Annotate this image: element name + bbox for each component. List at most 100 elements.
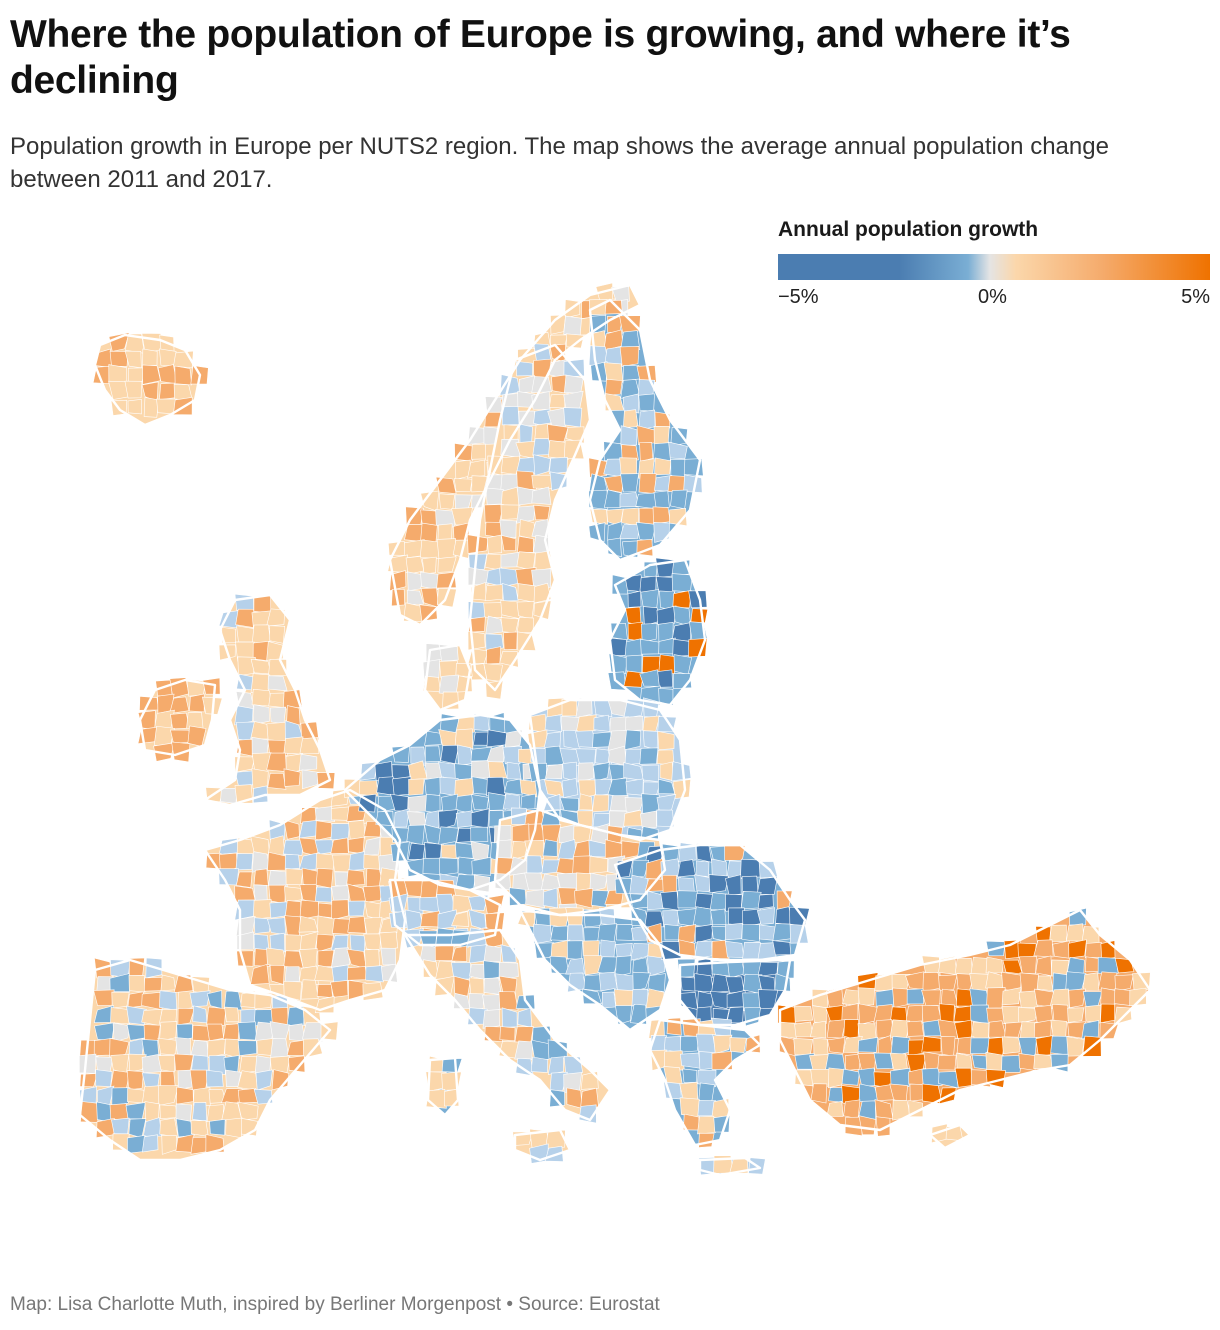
region-norway <box>435 476 457 494</box>
region-poland <box>592 731 612 748</box>
region-baltics <box>672 638 691 657</box>
region-iberia <box>94 1022 115 1042</box>
border-iberia <box>78 958 332 1162</box>
region-sweden <box>531 486 552 505</box>
region-sardinia <box>441 1058 463 1073</box>
region-iberia <box>237 1101 259 1121</box>
region-italy <box>549 1071 568 1092</box>
region-iberia <box>111 1087 131 1106</box>
region-romania <box>631 859 650 878</box>
region-greece <box>698 1132 715 1148</box>
region-italy <box>498 991 519 1011</box>
europe-choropleth-map <box>78 282 1152 1177</box>
region-baltics <box>641 623 658 643</box>
region-poland <box>624 715 644 731</box>
region-poland <box>671 761 692 782</box>
region-balkans <box>600 939 616 960</box>
region-iberia <box>110 1007 131 1025</box>
region-greece <box>713 1034 733 1055</box>
region-iberia <box>205 1134 225 1153</box>
border-norway <box>388 283 642 627</box>
region-finland <box>639 442 654 463</box>
region-france <box>363 933 382 952</box>
region-balkans <box>582 988 602 1004</box>
region-sweden <box>548 440 569 460</box>
region-iberia <box>288 1055 306 1073</box>
region-norway <box>451 507 473 526</box>
region-turkey <box>794 1021 814 1038</box>
region-poland <box>543 793 561 811</box>
region-benelux_de <box>454 728 474 749</box>
region-france <box>235 853 254 871</box>
region-greece <box>682 1068 698 1083</box>
region-france <box>330 980 349 998</box>
region-romania <box>696 860 710 877</box>
region-sweden <box>485 633 504 651</box>
region-iberia <box>112 1022 131 1043</box>
region-poland <box>545 763 563 780</box>
region-turkey <box>905 1004 924 1024</box>
region-finland <box>620 507 640 527</box>
region-turkey <box>1017 942 1037 958</box>
region-turkey <box>1019 955 1037 975</box>
region-france <box>364 949 380 969</box>
region-benelux_de <box>358 780 379 797</box>
region-sweden <box>500 617 520 634</box>
region-sweden <box>547 424 569 442</box>
region-poland <box>592 794 610 813</box>
region-france <box>363 836 381 857</box>
region-norway <box>422 556 437 575</box>
region-baltics <box>624 638 643 659</box>
region-finland <box>670 489 688 510</box>
border-cyprus <box>928 1123 972 1150</box>
region-turkey <box>1100 1003 1115 1024</box>
region-poland <box>657 730 675 751</box>
border-crete <box>698 1156 762 1177</box>
region-italy <box>434 975 455 996</box>
region-finland <box>653 426 670 446</box>
region-turkey <box>1082 972 1100 991</box>
region-iberia <box>175 1118 195 1138</box>
region-turkey <box>1036 975 1054 992</box>
region-baltics <box>625 654 643 674</box>
region-italy <box>549 1089 565 1108</box>
region-iberia <box>237 1021 258 1041</box>
legend-color-bar <box>778 254 1210 280</box>
region-italy <box>530 1056 549 1073</box>
region-baltics <box>657 669 673 688</box>
region-romania <box>789 924 809 944</box>
region-balkans <box>565 957 585 975</box>
border-switz_alps <box>388 878 502 947</box>
region-turkey <box>921 1036 942 1053</box>
region-finland <box>638 473 657 495</box>
region-turkey <box>940 1036 956 1057</box>
region-balkans <box>583 974 603 992</box>
region-poland <box>577 762 595 783</box>
region-turkey <box>813 1037 829 1056</box>
region-turkey <box>1050 1035 1070 1056</box>
region-france <box>284 966 300 983</box>
region-baltics <box>690 608 709 624</box>
region-romania <box>789 906 810 928</box>
region-poland <box>593 698 613 718</box>
region-iceland <box>124 380 143 399</box>
region-turkey <box>1114 974 1134 992</box>
region-turkey <box>890 1067 911 1088</box>
region-france <box>332 854 351 873</box>
region-iberia <box>208 1055 226 1075</box>
source-credit: Map: Lisa Charlotte Muth, inspired by Be… <box>10 1294 660 1315</box>
region-baltics <box>672 590 692 609</box>
region-balkans <box>631 988 649 1007</box>
region-benelux_de <box>392 776 412 796</box>
region-balkans <box>615 955 632 977</box>
region-benelux_de <box>486 745 505 763</box>
region-baltics <box>656 605 677 625</box>
region-france <box>380 947 397 966</box>
region-bulgaria <box>680 976 699 992</box>
region-sweden <box>483 602 504 618</box>
region-turkey <box>844 1053 862 1071</box>
region-france <box>331 947 350 968</box>
region-iberia <box>207 1039 226 1058</box>
region-romania <box>644 910 665 928</box>
region-sweden <box>533 582 552 604</box>
